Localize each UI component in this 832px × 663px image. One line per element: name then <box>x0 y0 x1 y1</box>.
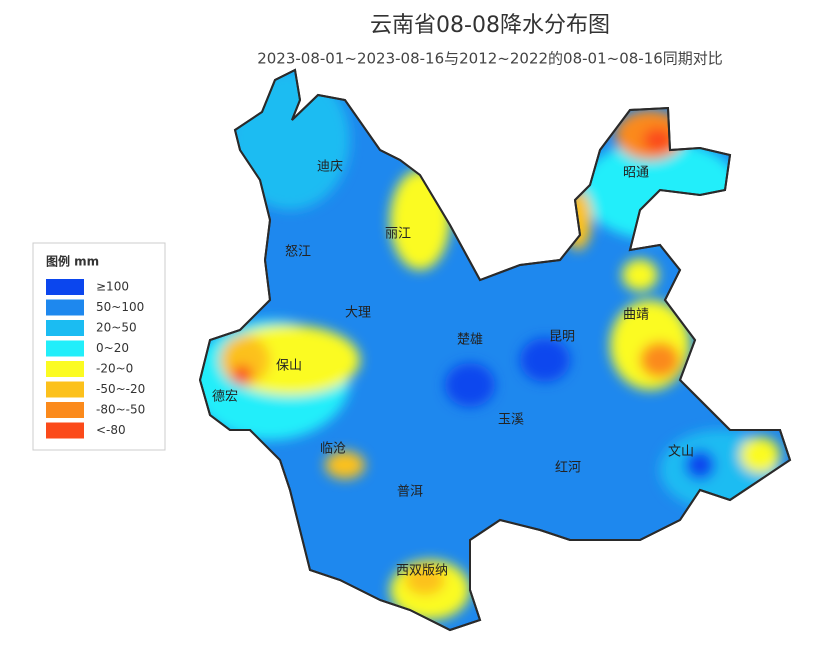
legend-label: -50~-20 <box>96 382 145 396</box>
legend-label: 20~50 <box>96 321 137 335</box>
city-label: 大理 <box>345 306 371 321</box>
legend-items: ≥100 50~100 20~50 0~20 -20~0 -50~-20 -80~-50 <-… <box>46 279 145 439</box>
city-label: 德宏 <box>212 390 238 405</box>
city-label: 丽江 <box>385 227 411 242</box>
city-label: 迪庆 <box>317 160 343 175</box>
legend-swatch <box>46 381 84 398</box>
legend-swatch <box>46 402 84 418</box>
legend-label: 50~100 <box>96 300 144 314</box>
city-label: 普洱 <box>397 485 423 500</box>
legend-swatch <box>46 361 84 377</box>
city-label: 保山 <box>276 359 302 374</box>
city-label: 昭通 <box>623 166 649 181</box>
city-label: 临沧 <box>320 441 346 457</box>
legend-label: -20~0 <box>96 362 133 376</box>
legend-swatch <box>46 422 84 439</box>
city-label: 红河 <box>555 460 581 476</box>
province-outline <box>198 68 792 632</box>
title: 云南省08-08降水分布图 <box>370 13 610 38</box>
city-label: 楚雄 <box>457 333 483 348</box>
legend-label: <-80 <box>96 423 126 437</box>
city-label: 昆明 <box>549 330 575 345</box>
legend-label: -80~-50 <box>96 403 145 417</box>
legend-swatch <box>46 299 84 316</box>
city-label: 怒江 <box>285 245 311 260</box>
legend-swatch <box>46 320 84 336</box>
legend-swatch <box>46 279 84 295</box>
legend-label: ≥100 <box>96 280 129 294</box>
legend-title: 图例 mm <box>46 254 99 269</box>
legend-swatch <box>46 340 84 357</box>
legend: 图例 mm ≥100 50~100 20~50 0~20 -20~0 -50~-20 -80… <box>32 242 166 451</box>
legend-label: 0~20 <box>96 341 129 355</box>
city-label: 玉溪 <box>498 413 524 428</box>
subtitle: 2023-08-01~2023-08-16与2012~2022的08-01~08… <box>257 50 723 68</box>
city-label: 曲靖 <box>623 308 649 323</box>
city-label: 西双版纳 <box>396 564 448 579</box>
city-label: 文山 <box>668 445 694 460</box>
precipitation-map <box>200 70 790 630</box>
